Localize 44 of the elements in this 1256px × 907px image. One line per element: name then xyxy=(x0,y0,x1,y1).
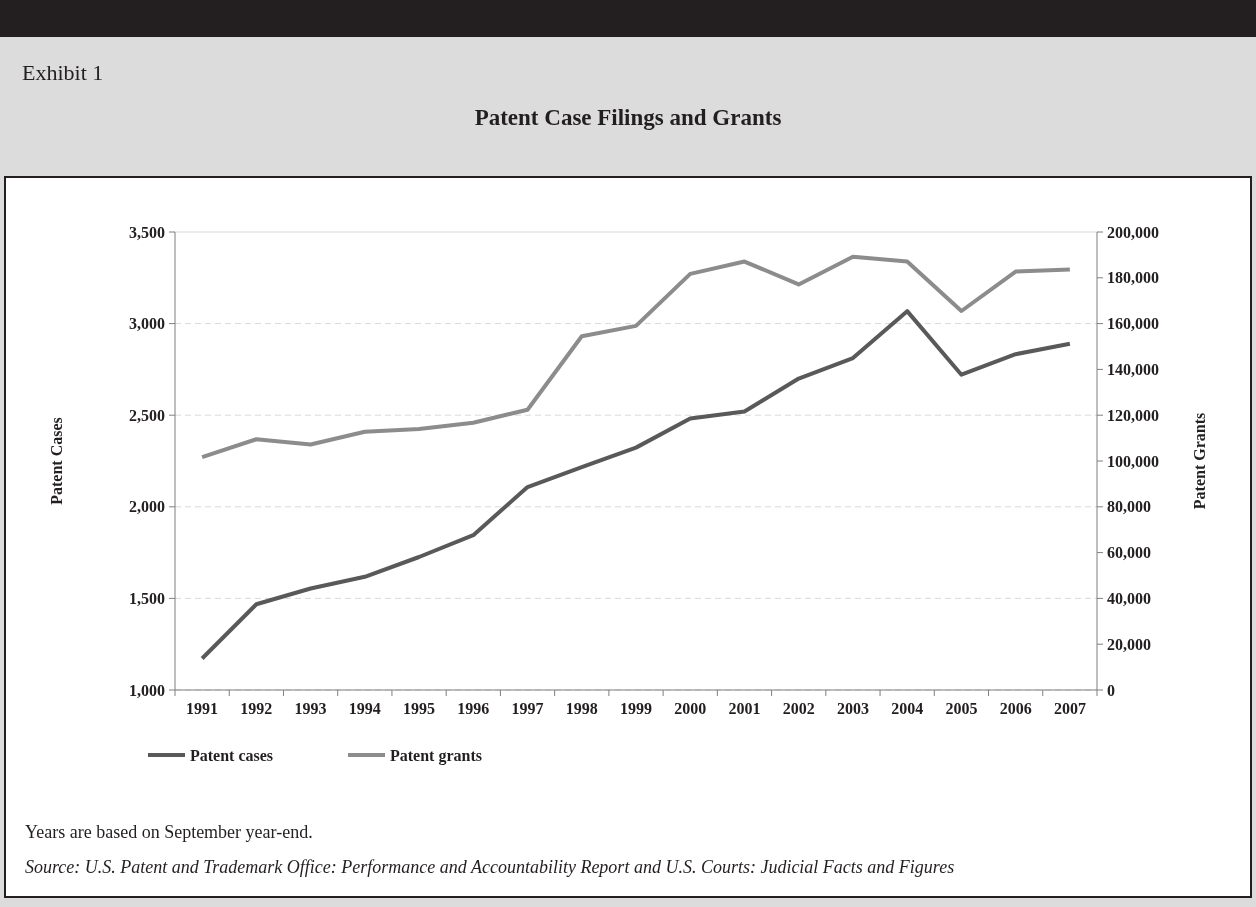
line-series xyxy=(200,254,1072,460)
y2-tick-label: 120,000 xyxy=(1107,406,1159,424)
y-tick-label: 3,500 xyxy=(129,223,165,241)
y2-axis-title: Patent Grants xyxy=(1191,412,1208,510)
y2-tick-label: 20,000 xyxy=(1107,635,1151,653)
x-tick-label: 2002 xyxy=(782,700,815,717)
x-tick-label: 2000 xyxy=(674,700,707,717)
x-tick-label: 1992 xyxy=(240,700,273,717)
y2-tick-label: 0 xyxy=(1107,681,1115,699)
x-tick-label: 2004 xyxy=(891,700,924,717)
y-axis-title: Patent Cases xyxy=(48,417,65,505)
x-tick-label: 1993 xyxy=(294,700,327,717)
y-tick-label: 1,000 xyxy=(129,681,165,699)
x-tick-label: 2003 xyxy=(836,700,869,717)
y2-tick-label: 160,000 xyxy=(1107,315,1159,333)
x-tick-label: 1996 xyxy=(457,700,490,717)
y-tick-label: 2,000 xyxy=(129,498,165,516)
x-tick-label: 1994 xyxy=(348,700,381,717)
y-tick-label: 3,000 xyxy=(129,315,165,333)
legend-label: Patent grants xyxy=(390,746,482,765)
source-note: Source: U.S. Patent and Trademark Office: Performance and Accountability Report and U.S. Courts: Judicial Facts and Figures xyxy=(25,857,955,877)
y-tick-label: 1,500 xyxy=(129,590,165,607)
y2-tick-label: 80,000 xyxy=(1107,498,1151,516)
y2-tick-label: 140,000 xyxy=(1107,361,1159,378)
x-tick-label: 1997 xyxy=(511,700,544,717)
y-tick-label: 2,500 xyxy=(129,406,165,424)
y2-tick-label: 200,000 xyxy=(1107,223,1159,241)
y2-tick-label: 60,000 xyxy=(1107,544,1151,562)
legend-label: Patent cases xyxy=(190,746,274,764)
y2-tick-label: 180,000 xyxy=(1107,269,1159,287)
x-tick-label: 2005 xyxy=(945,700,978,717)
y2-tick-label: 100,000 xyxy=(1107,452,1159,470)
y2-tick-label: 40,000 xyxy=(1107,590,1151,607)
x-tick-label: 2007 xyxy=(1053,700,1086,717)
chart-title: Patent Case Filings and Grants xyxy=(474,105,782,130)
x-tick-label: 2006 xyxy=(999,700,1032,717)
x-tick-label: 1999 xyxy=(620,700,652,717)
x-tick-label: 2001 xyxy=(728,700,761,717)
line-series xyxy=(200,309,1072,661)
x-tick-label: 1995 xyxy=(403,700,436,717)
x-tick-label: 1991 xyxy=(186,700,219,717)
chart-subtitle: Exhibit 1 xyxy=(22,60,104,85)
text: Years are based on September year-end. xyxy=(25,822,313,842)
x-tick-label: 1998 xyxy=(565,700,598,717)
